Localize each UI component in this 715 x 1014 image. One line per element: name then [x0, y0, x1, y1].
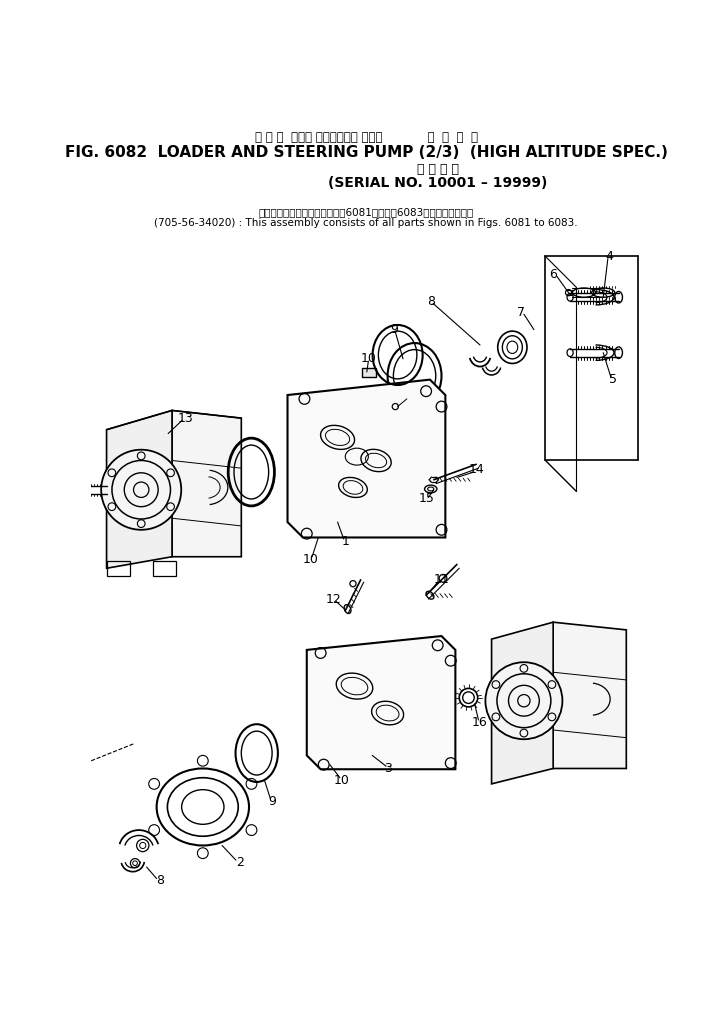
Text: 6: 6	[549, 268, 557, 281]
Circle shape	[102, 449, 182, 529]
Text: 16: 16	[472, 716, 488, 729]
Circle shape	[485, 662, 563, 739]
Text: 8: 8	[157, 874, 164, 886]
Text: FIG. 6082  LOADER AND STEERING PUMP (2/3)  (HIGH ALTITUDE SPEC.): FIG. 6082 LOADER AND STEERING PUMP (2/3)…	[64, 145, 668, 160]
Text: 4: 4	[606, 249, 613, 263]
Polygon shape	[307, 636, 455, 770]
Text: 13: 13	[177, 412, 193, 425]
Text: ロ ー ダ  および ステアリング ポンプ            高  地  仕  様: ロ ー ダ および ステアリング ポンプ 高 地 仕 様	[255, 131, 478, 144]
Text: 8: 8	[428, 295, 435, 307]
Text: 9: 9	[390, 323, 398, 336]
Text: 12: 12	[326, 592, 342, 605]
Text: 15: 15	[418, 493, 434, 506]
Text: 10: 10	[333, 774, 350, 787]
Polygon shape	[107, 411, 172, 568]
Polygon shape	[363, 368, 376, 377]
Polygon shape	[553, 623, 626, 769]
Polygon shape	[172, 411, 242, 557]
Text: 3: 3	[384, 762, 392, 775]
Polygon shape	[287, 379, 445, 537]
Text: 1: 1	[341, 534, 349, 548]
Text: (705-56-34020) : This assembly consists of all parts shown in Figs. 6081 to 6083: (705-56-34020) : This assembly consists …	[154, 218, 578, 228]
Text: 9: 9	[268, 795, 276, 808]
Text: 14: 14	[468, 463, 484, 477]
Text: 7: 7	[517, 306, 525, 319]
Polygon shape	[492, 623, 553, 784]
Text: 2: 2	[236, 856, 244, 869]
Text: 10: 10	[302, 553, 319, 566]
Text: (SERIAL NO. 10001 – 19999): (SERIAL NO. 10001 – 19999)	[328, 176, 548, 191]
Text: 適 用 号 機: 適 用 号 機	[417, 163, 458, 175]
Text: 10: 10	[360, 352, 376, 365]
Text: 5: 5	[609, 373, 617, 386]
Text: 11: 11	[433, 573, 450, 586]
Text: このアセンブリの構成部品は第6081図から第6083図まで含みます。: このアセンブリの構成部品は第6081図から第6083図まで含みます。	[258, 208, 473, 218]
